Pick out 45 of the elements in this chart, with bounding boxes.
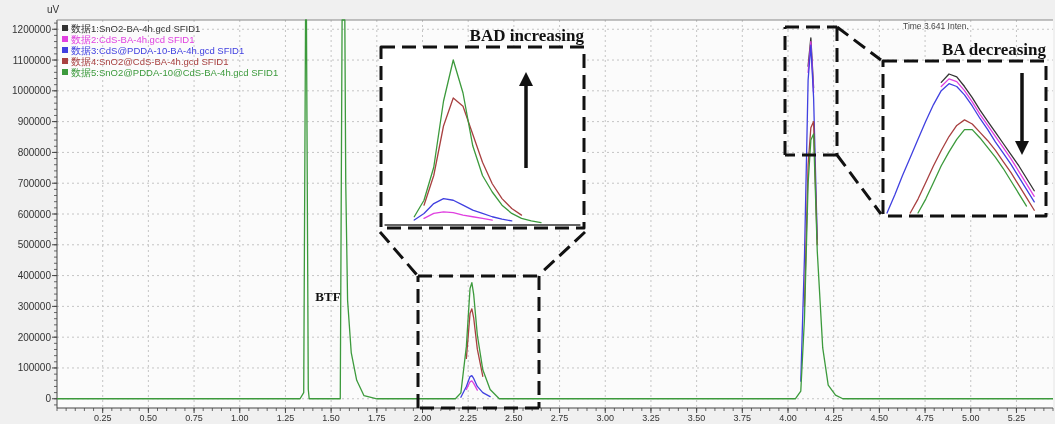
y-tick-label: 1200000 xyxy=(12,23,52,35)
y-tick-label: 400000 xyxy=(17,270,52,282)
legend-label: 数据2:CdS-BA-4h.gcd SFID1 xyxy=(71,34,195,45)
x-tick-label: 4.00 xyxy=(779,413,797,423)
annotation: BTF xyxy=(315,289,341,304)
y-tick-label: 500000 xyxy=(17,239,52,251)
x-tick-label: 3.75 xyxy=(733,413,752,423)
legend-label: 数据5:SnO2@PDDA-10@CdS-BA-4h.gcd SFID1 xyxy=(71,67,279,78)
x-tick-label: 0.75 xyxy=(185,413,203,423)
x-tick-label: 1.00 xyxy=(230,413,249,423)
x-tick-label: 0.50 xyxy=(139,413,158,423)
x-tick-label: 2.25 xyxy=(459,413,477,423)
y-tick-label: 0 xyxy=(45,393,52,405)
y-tick-label: 200000 xyxy=(17,331,52,343)
chart-title: BA decreasing xyxy=(941,40,1047,59)
y-tick-label: 300000 xyxy=(17,300,52,312)
y-tick-label: 900000 xyxy=(17,116,52,128)
x-tick-label: 3.00 xyxy=(596,413,615,423)
x-tick-label: 0.25 xyxy=(93,413,112,423)
y-tick-label: 700000 xyxy=(17,177,52,189)
x-tick-label: 2.00 xyxy=(413,413,432,423)
chart-title: BAD increasing xyxy=(469,26,585,45)
x-tick-label: 2.50 xyxy=(505,413,523,423)
y-axis-title: uV xyxy=(46,4,60,15)
x-tick-label: 4.75 xyxy=(916,413,934,423)
x-tick-label: 5.25 xyxy=(1007,413,1026,423)
y-tick-label: 600000 xyxy=(17,208,52,220)
x-tick-label: 2.75 xyxy=(550,413,569,423)
y-tick-label: 100000 xyxy=(17,362,52,374)
legend-label: 数据1:SnO2-BA-4h.gcd SFID1 xyxy=(71,23,201,34)
x-tick-label: 1.75 xyxy=(368,413,386,423)
x-tick-label: 1.25 xyxy=(276,413,295,423)
y-tick-label: 1000000 xyxy=(12,85,52,97)
x-tick-label: 3.25 xyxy=(642,413,660,423)
annotation: Time 3.641 Inten. xyxy=(903,21,969,31)
x-tick-label: 1.50 xyxy=(322,413,340,423)
legend-label: 数据3:CdS@PDDA-10-BA-4h.gcd SFID1 xyxy=(71,45,245,56)
line-series xyxy=(57,19,1053,400)
x-tick-label: 5.00 xyxy=(962,413,980,423)
x-tick-label: 4.25 xyxy=(824,413,843,423)
x-tick-label: 3.50 xyxy=(687,413,706,423)
x-tick-label: 4.50 xyxy=(870,413,889,423)
legend-label: 数据4:SnO2@CdS-BA-4h.gcd SFID1 xyxy=(71,56,229,67)
y-tick-label: 800000 xyxy=(17,146,52,158)
y-tick-label: 1100000 xyxy=(12,54,52,66)
